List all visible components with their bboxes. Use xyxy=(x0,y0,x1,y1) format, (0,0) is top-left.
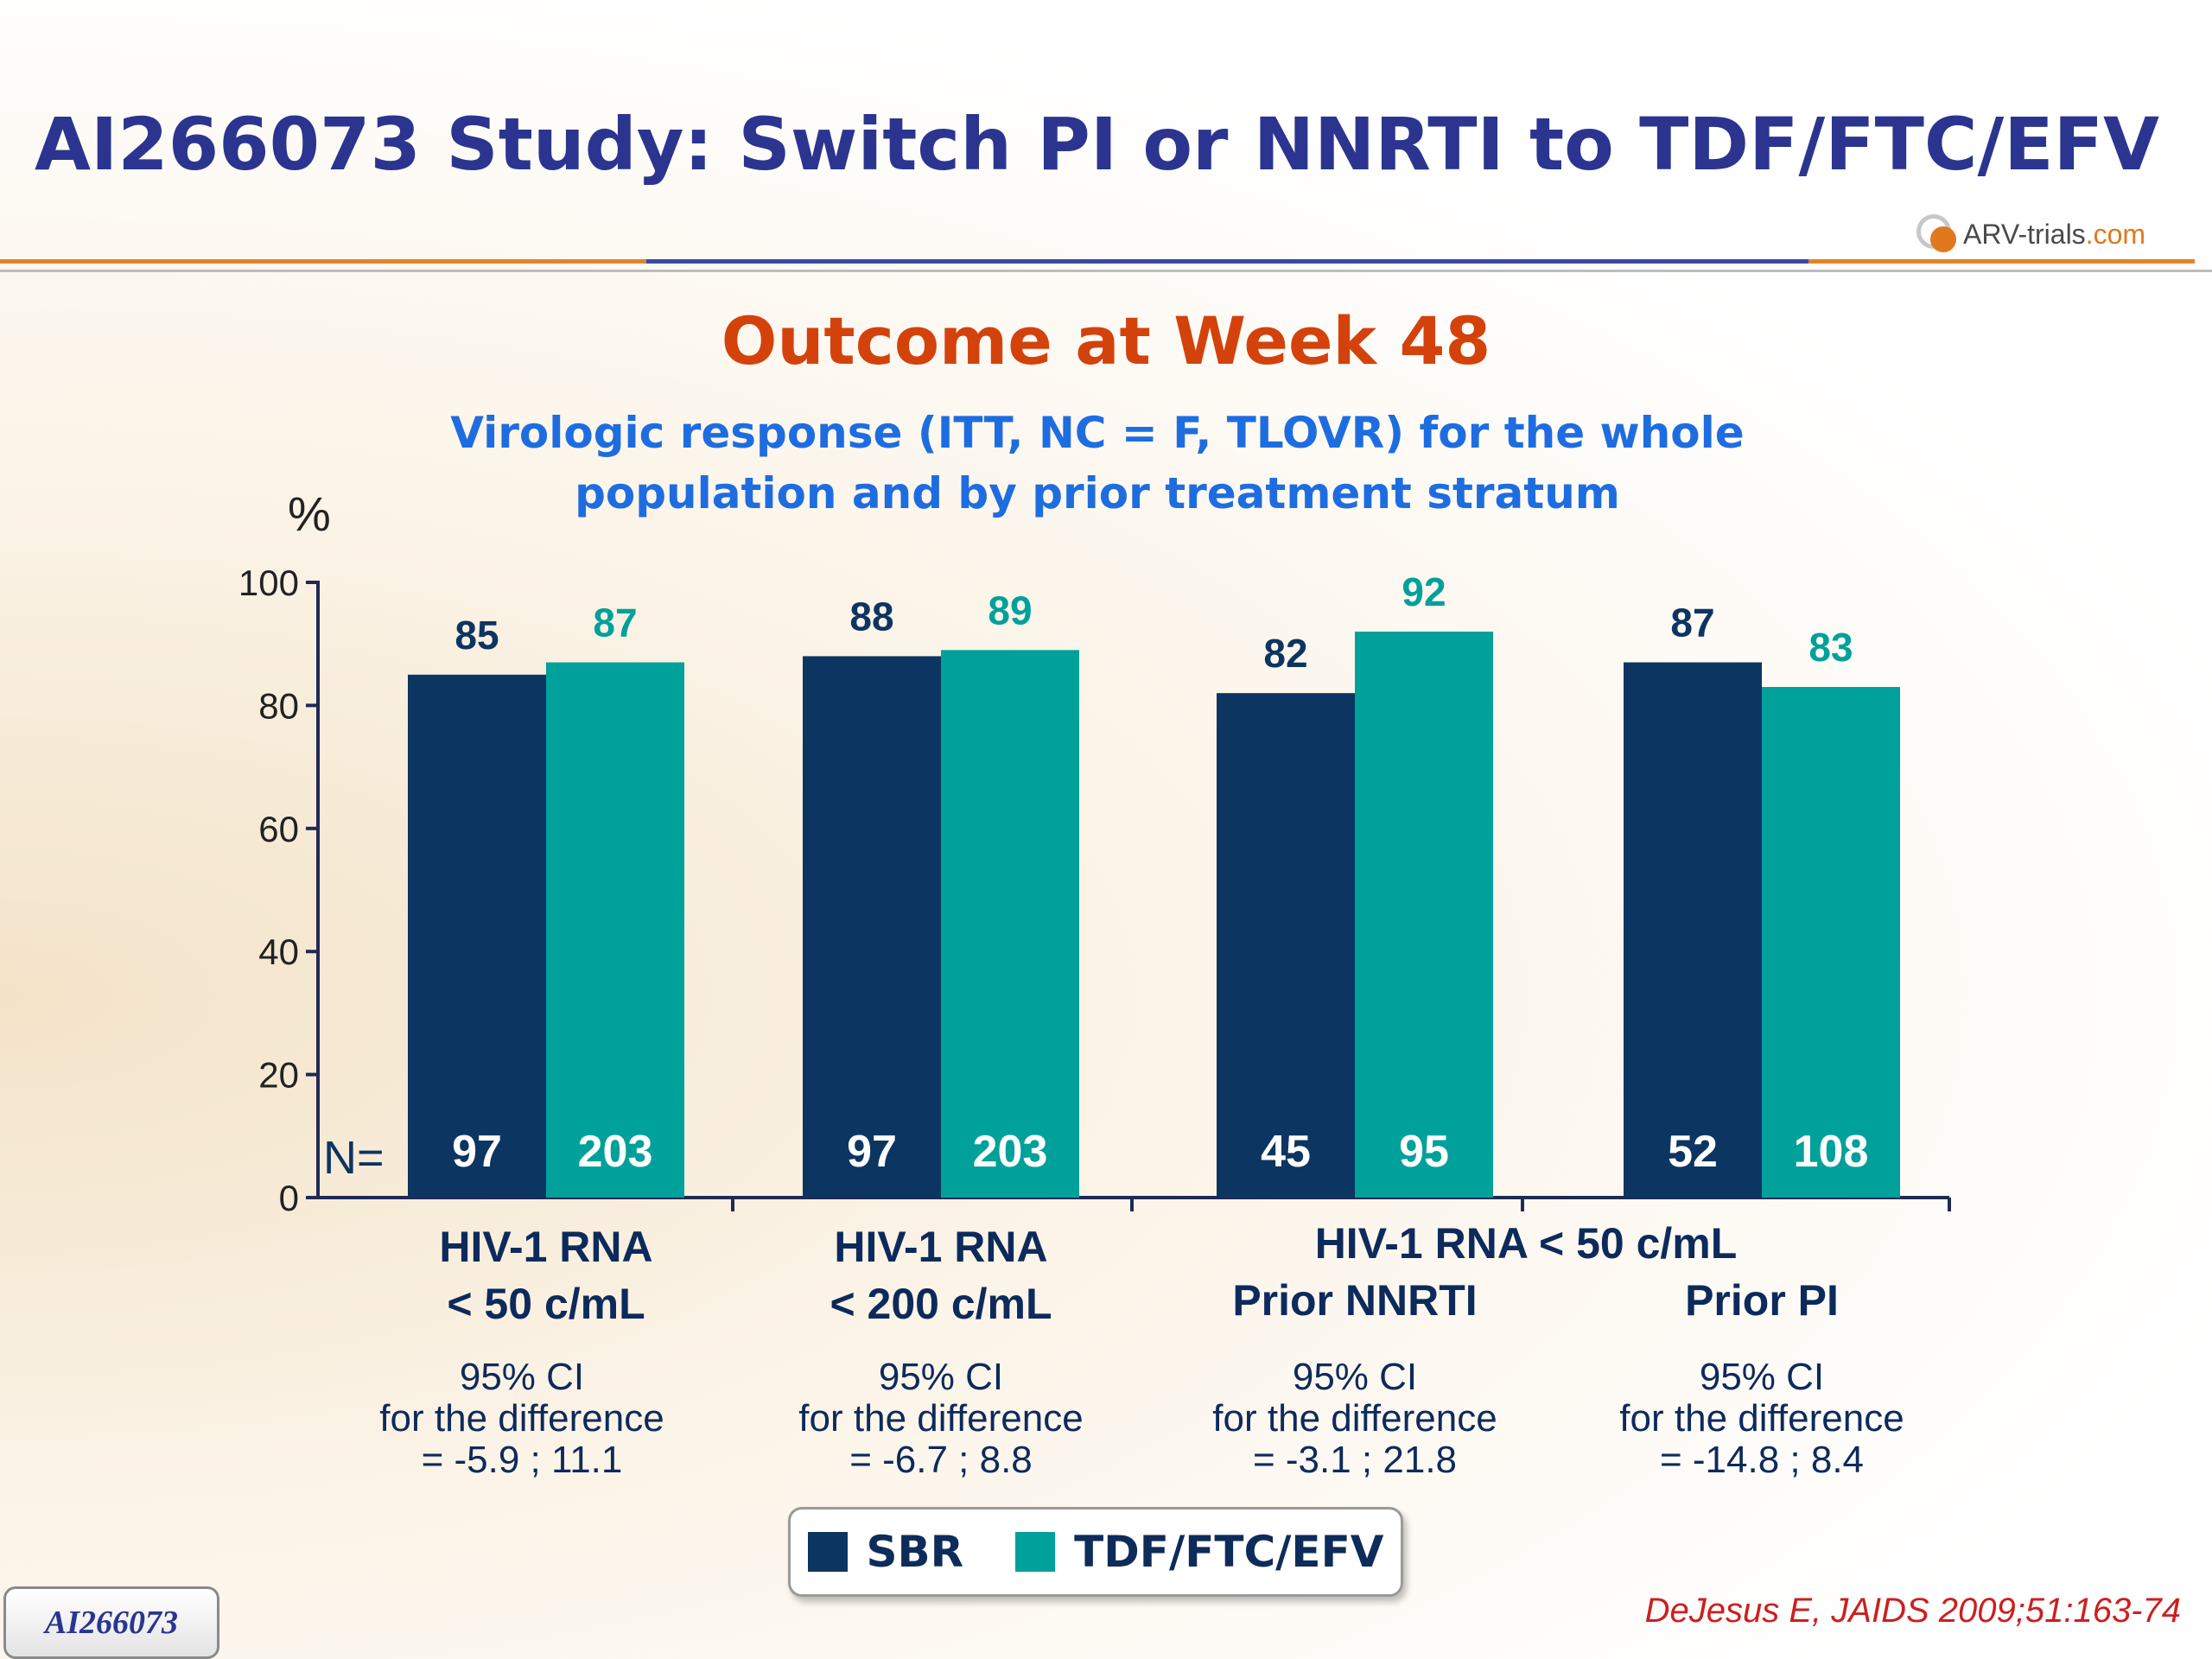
y-tick-label: 0 xyxy=(279,1178,299,1218)
bar-sbr xyxy=(803,656,941,1198)
bar-n-label: 95 xyxy=(1399,1127,1449,1177)
ci-note-line: 95% CI xyxy=(879,1356,1003,1398)
ci-note-line: 95% CI xyxy=(460,1356,584,1398)
y-tick-label: 100 xyxy=(238,563,299,603)
bar-tdf xyxy=(941,650,1079,1198)
bar-value-label: 87 xyxy=(593,601,637,645)
y-tick-label: 80 xyxy=(258,685,299,726)
n-prefix-label: N= xyxy=(323,1132,385,1184)
bar-n-label: 203 xyxy=(973,1127,1048,1177)
bar-sbr xyxy=(1217,693,1355,1198)
legend-item-tdf: TDF/FTC/EFV xyxy=(1015,1527,1383,1577)
bar-n-label: 203 xyxy=(578,1127,653,1177)
bar-value-label: 83 xyxy=(1808,625,1853,670)
ci-note-line: = -5.9 ; 11.1 xyxy=(422,1439,623,1481)
logo-text: ARV-trials.com xyxy=(1963,218,2146,250)
bar-n-label: 97 xyxy=(847,1127,897,1177)
x-category-label: HIV-1 RNA xyxy=(834,1223,1047,1271)
bar-n-label: 97 xyxy=(452,1127,502,1177)
bar-value-label: 88 xyxy=(849,594,893,639)
y-tick-label: 20 xyxy=(258,1055,299,1096)
ci-note-line: 95% CI xyxy=(1700,1356,1824,1398)
legend-swatch-tdf xyxy=(1015,1532,1056,1572)
y-tick-label: 40 xyxy=(258,931,299,972)
bar-value-label: 92 xyxy=(1402,569,1446,614)
ci-note-line: = -6.7 ; 8.8 xyxy=(849,1439,1033,1481)
bar-value-label: 87 xyxy=(1670,601,1714,645)
y-tick-label: 60 xyxy=(258,809,299,849)
ci-note-line: 95% CI xyxy=(1293,1356,1417,1398)
y-axis-unit: % xyxy=(288,486,331,541)
bar-n-label: 52 xyxy=(1668,1127,1718,1177)
legend-swatch-sbr xyxy=(807,1532,848,1572)
bar-sbr xyxy=(408,674,546,1198)
bar-n-label: 108 xyxy=(1794,1127,1869,1177)
legend-item-sbr: SBR xyxy=(807,1527,964,1577)
ci-note-line: for the difference xyxy=(1619,1397,1904,1440)
bar-value-label: 82 xyxy=(1263,631,1307,676)
ci-note-line: = -14.8 ; 8.4 xyxy=(1660,1439,1864,1481)
bar-tdf xyxy=(1762,687,1900,1198)
bar-value-label: 89 xyxy=(988,588,1032,632)
header-rule-grey xyxy=(0,270,2212,272)
x-group-label: HIV-1 RNA < 50 c/mL xyxy=(1315,1219,1738,1268)
header-rule-blue xyxy=(646,259,1808,264)
ci-note-line: for the difference xyxy=(379,1397,664,1440)
chart-legend: SBR TDF/FTC/EFV xyxy=(788,1507,1403,1597)
ci-note-line: = -3.1 ; 21.8 xyxy=(1253,1439,1457,1481)
logo-pill-icon xyxy=(1916,214,1956,254)
x-category-label: HIV-1 RNA xyxy=(439,1223,652,1271)
bar-tdf xyxy=(1355,631,1493,1198)
ci-note-line: for the difference xyxy=(798,1397,1083,1440)
study-badge: AI266073 xyxy=(3,1586,219,1659)
ci-note-line: for the difference xyxy=(1212,1397,1497,1440)
x-category-label: Prior NNRTI xyxy=(1232,1276,1477,1325)
arv-trials-logo: ARV-trials.com xyxy=(1916,214,2145,254)
chart-subtitle: Virologic response (ITT, NC = F, TLOVR) … xyxy=(450,408,1745,518)
bar-tdf xyxy=(546,662,684,1198)
legend-label-tdf: TDF/FTC/EFV xyxy=(1074,1527,1384,1577)
x-category-label: Prior PI xyxy=(1685,1276,1839,1325)
bar-n-label: 45 xyxy=(1261,1127,1311,1177)
slide-title: AI266073 Study: Switch PI or NNRTI to TD… xyxy=(35,102,2159,187)
x-category-label: < 50 c/mL xyxy=(447,1280,645,1328)
bar-value-label: 85 xyxy=(454,613,499,658)
x-category-label: < 200 c/mL xyxy=(830,1280,1052,1328)
citation: DeJesus E, JAIDS 2009;51:163-74 xyxy=(1644,1592,2181,1630)
bar-sbr xyxy=(1624,662,1762,1198)
chart-title: Outcome at Week 48 xyxy=(721,302,1491,379)
legend-label-sbr: SBR xyxy=(866,1527,964,1577)
